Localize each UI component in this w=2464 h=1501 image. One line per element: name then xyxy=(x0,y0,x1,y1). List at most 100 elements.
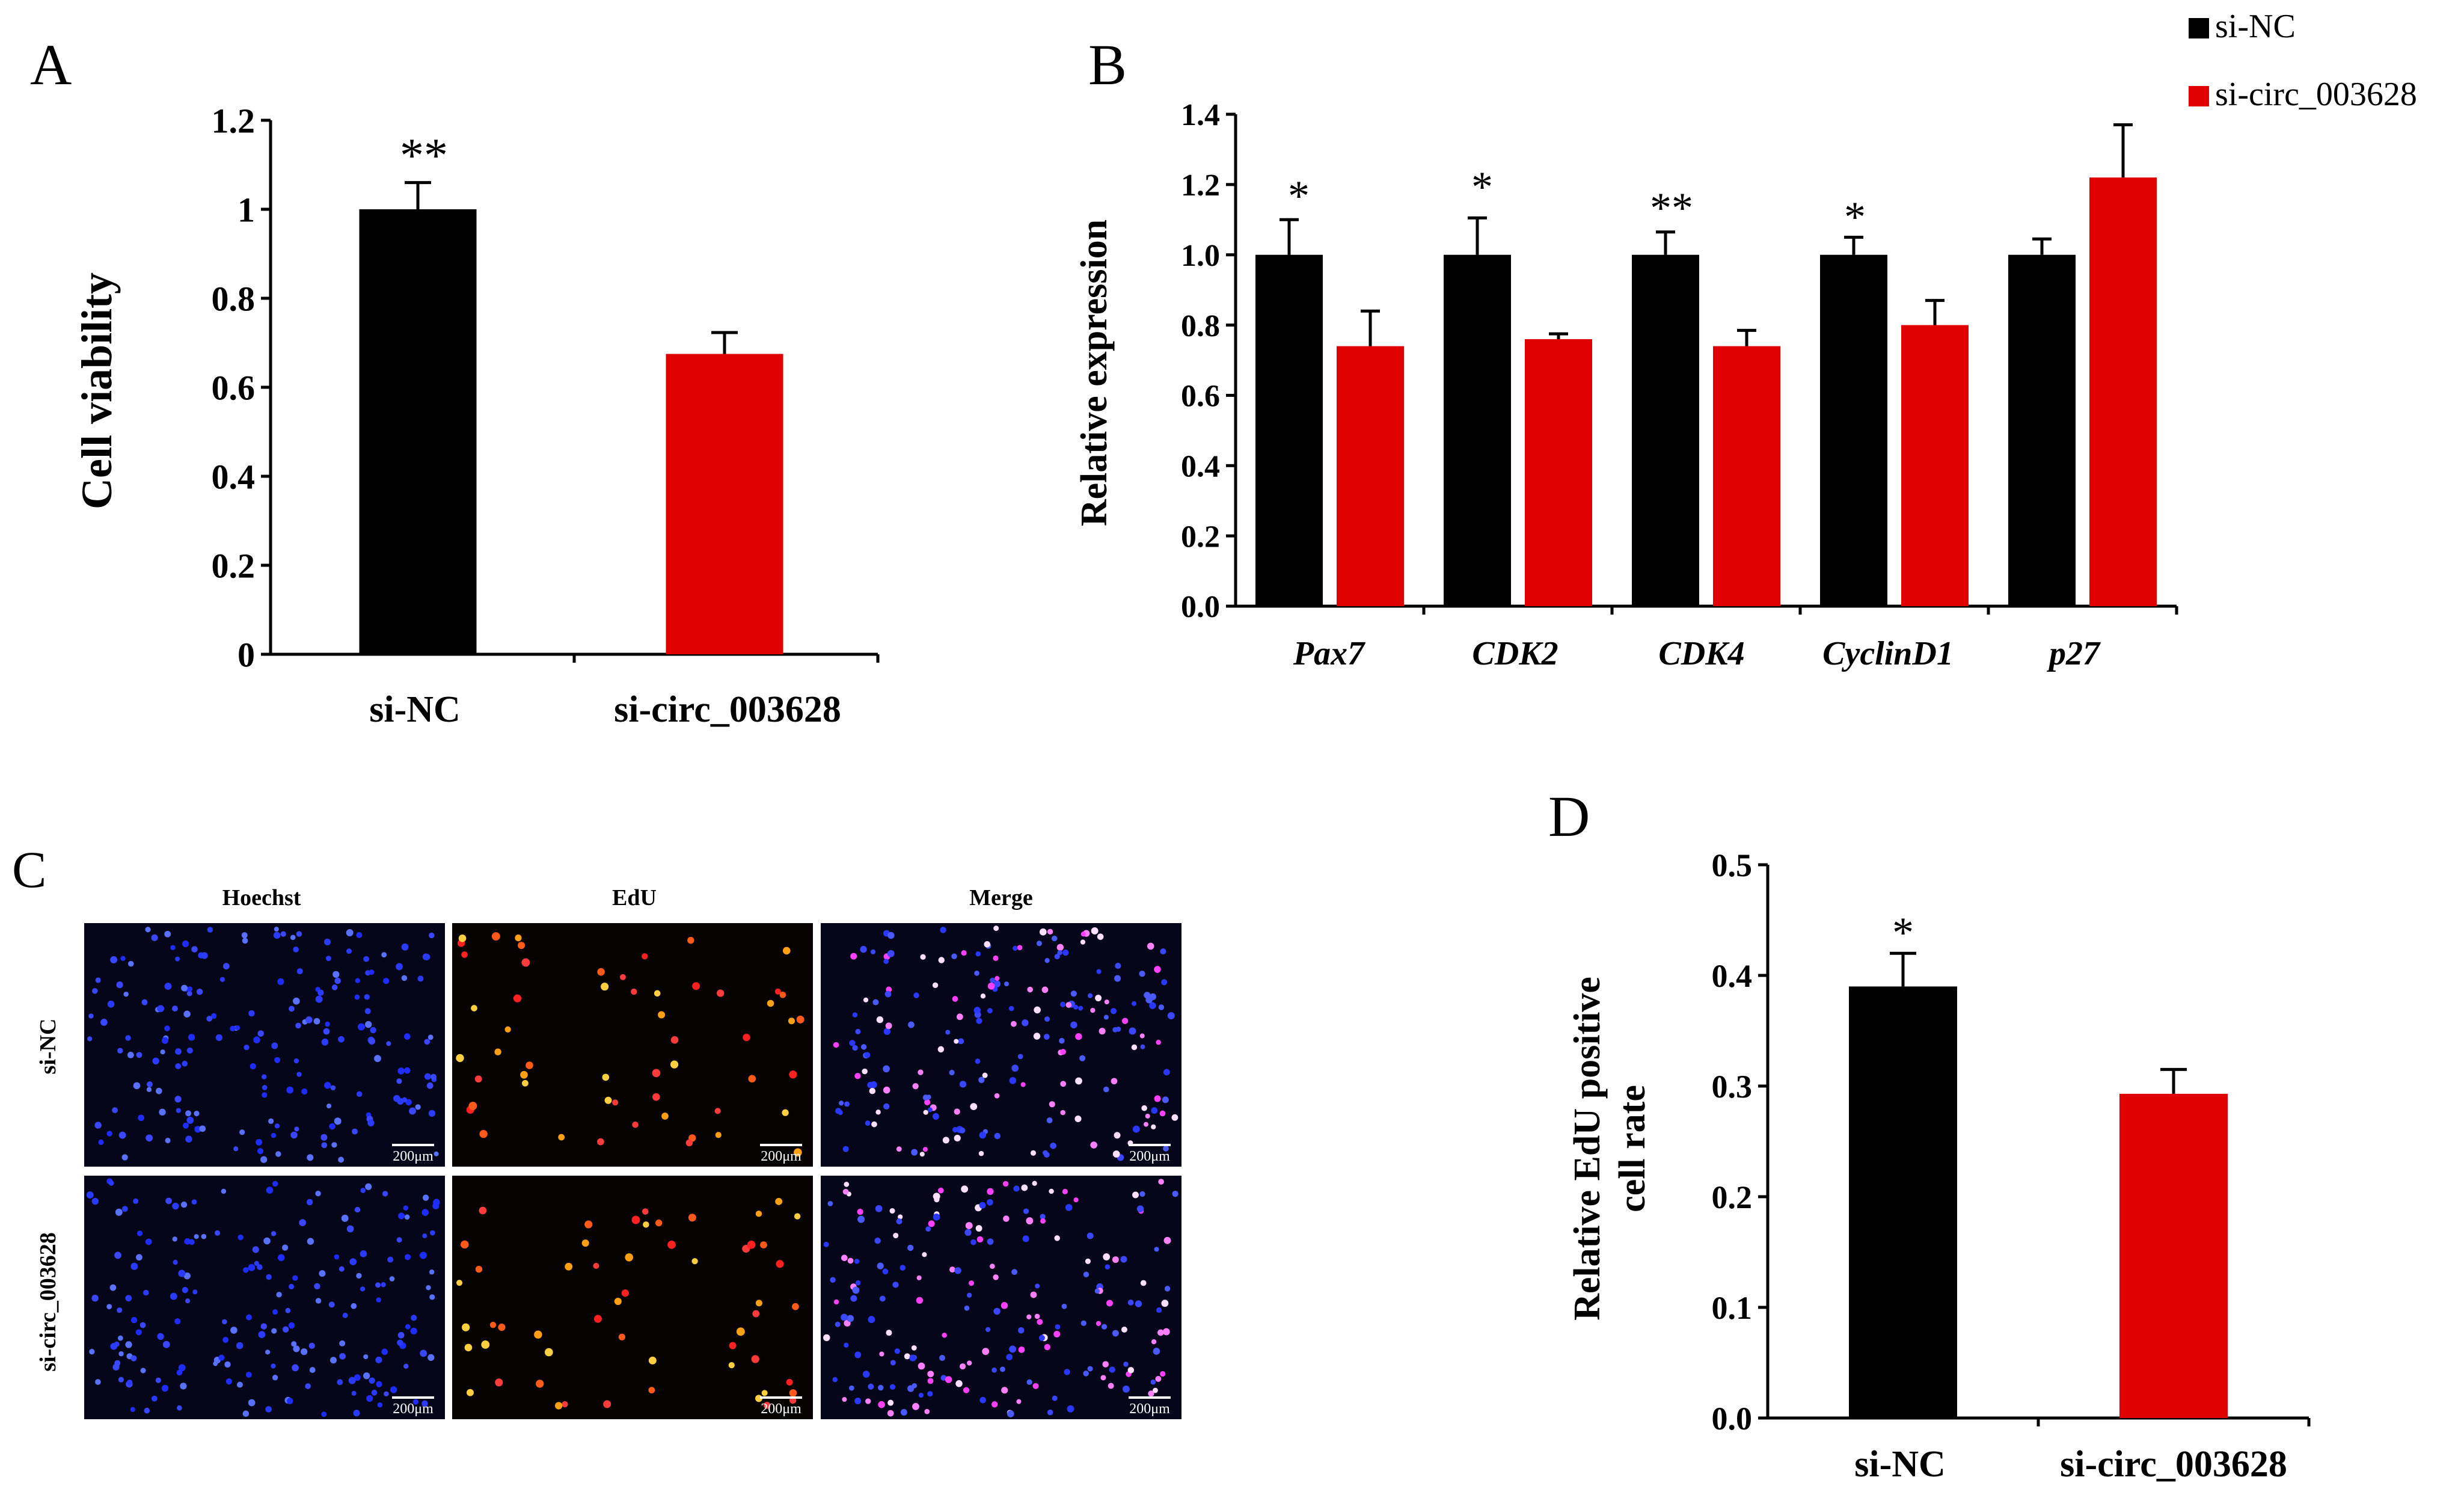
cell-nucleus xyxy=(991,1367,997,1373)
y-tick-label: 1.2 xyxy=(212,101,256,140)
cell-nucleus xyxy=(177,1405,182,1411)
cell-nucleus xyxy=(396,1237,402,1243)
cell-nucleus xyxy=(565,1262,573,1271)
cell-nucleus xyxy=(1033,1033,1041,1040)
cell-nucleus xyxy=(993,925,999,932)
cell-nucleus xyxy=(515,935,522,942)
cell-nucleus xyxy=(631,988,637,995)
cell-nucleus xyxy=(397,1067,405,1075)
cell-nucleus xyxy=(958,1038,964,1045)
cell-nucleus xyxy=(1026,1217,1034,1225)
cell-nucleus xyxy=(325,956,331,962)
y-tick-label: 0.8 xyxy=(212,279,256,318)
cell-nucleus xyxy=(1044,1016,1050,1022)
bar-cyclind1-circ xyxy=(1901,325,1969,606)
cell-nucleus xyxy=(1026,1314,1032,1319)
cell-nucleus xyxy=(670,1060,679,1069)
cell-nucleus xyxy=(360,1188,366,1193)
cell-nucleus xyxy=(146,1134,153,1142)
cell-nucleus xyxy=(878,1384,884,1391)
cell-nucleus xyxy=(133,1082,141,1090)
cell-nucleus xyxy=(236,1342,244,1349)
cell-nucleus xyxy=(296,931,302,937)
cell-nucleus xyxy=(428,1354,435,1361)
cell-nucleus xyxy=(292,1275,298,1281)
cell-nucleus xyxy=(178,1364,186,1372)
cell-nucleus xyxy=(1103,1253,1111,1260)
cell-nucleus xyxy=(159,1108,166,1116)
cell-nucleus xyxy=(1062,950,1069,956)
cell-nucleus xyxy=(188,1034,195,1041)
legend-label-sinc: si-NC xyxy=(2215,8,2296,45)
cell-nucleus xyxy=(982,1348,990,1355)
y-tick-label: 0.8 xyxy=(1181,309,1220,343)
panel-label-c: C xyxy=(12,841,46,898)
cell-nucleus xyxy=(130,1355,137,1361)
cell-nucleus xyxy=(491,932,500,941)
cell-nucleus xyxy=(331,1142,337,1148)
cell-nucleus xyxy=(256,1138,263,1146)
cell-nucleus xyxy=(1073,1197,1079,1203)
chart-b-xlabel-cdk4: CDK4 xyxy=(1658,635,1744,672)
cell-nucleus xyxy=(913,992,919,998)
chart-d-xlabel-sinc: si-NC xyxy=(1854,1444,1946,1485)
cell-nucleus xyxy=(370,1027,376,1034)
cell-nucleus xyxy=(315,1298,322,1304)
cell-nucleus xyxy=(970,1103,978,1111)
cell-nucleus xyxy=(121,1206,128,1212)
cell-nucleus xyxy=(994,975,1000,981)
cell-nucleus xyxy=(927,1371,934,1378)
cell-nucleus xyxy=(376,1297,381,1303)
cell-nucleus xyxy=(117,1307,123,1313)
cell-nucleus xyxy=(1109,1366,1115,1373)
cell-nucleus xyxy=(162,1340,170,1348)
cell-nucleus xyxy=(403,1205,408,1211)
cell-nucleus xyxy=(164,1025,170,1031)
cell-nucleus xyxy=(301,1088,308,1095)
cell-nucleus xyxy=(369,969,375,975)
cell-nucleus xyxy=(274,1123,280,1129)
cell-nucleus xyxy=(346,948,352,954)
cell-nucleus xyxy=(328,1301,335,1308)
cell-nucleus xyxy=(874,1238,881,1244)
cell-nucleus xyxy=(230,1025,236,1032)
cell-nucleus xyxy=(687,936,694,944)
cell-nucleus xyxy=(854,1259,860,1264)
cell-nucleus xyxy=(314,1283,320,1290)
cell-nucleus xyxy=(974,970,979,976)
cell-nucleus xyxy=(271,1042,278,1049)
cell-nucleus xyxy=(121,1154,128,1161)
bar-cdk4-sinc xyxy=(1632,254,1699,606)
cell-nucleus xyxy=(165,1197,172,1205)
cell-nucleus xyxy=(461,951,468,958)
cell-nucleus xyxy=(850,953,857,960)
micrograph-merge-circ: 200μm xyxy=(821,1176,1181,1419)
cell-nucleus xyxy=(1149,1002,1156,1009)
scale-bar-label: 200μm xyxy=(393,1401,434,1417)
cell-nucleus xyxy=(987,1008,993,1014)
cell-nucleus xyxy=(429,1230,435,1236)
cell-nucleus xyxy=(1009,1345,1017,1353)
cell-nucleus xyxy=(252,1246,259,1253)
cell-nucleus xyxy=(285,1307,291,1313)
cell-nucleus xyxy=(411,1315,417,1321)
cell-nucleus xyxy=(305,1016,313,1024)
cell-nucleus xyxy=(1021,1184,1028,1191)
cell-nucleus xyxy=(329,1357,337,1364)
cell-nucleus xyxy=(1135,1300,1142,1307)
micrograph-panel: Hoechst EdU Merge si-NC si-circ_003628 2… xyxy=(35,885,1181,1419)
cell-nucleus xyxy=(257,1264,263,1270)
cell-nucleus xyxy=(178,1269,186,1277)
cell-nucleus xyxy=(357,1023,365,1031)
cell-nucleus xyxy=(857,1215,865,1223)
y-tick-label: 0.4 xyxy=(212,457,256,496)
cell-nucleus xyxy=(854,1351,862,1358)
cell-nucleus xyxy=(430,1073,437,1080)
cell-nucleus xyxy=(246,1314,252,1321)
cell-nucleus xyxy=(504,1026,511,1033)
cell-nucleus xyxy=(964,1305,970,1311)
cell-nucleus xyxy=(1132,1191,1139,1199)
cell-nucleus xyxy=(1035,1283,1040,1289)
cell-nucleus xyxy=(165,1137,171,1144)
cell-nucleus xyxy=(794,1148,802,1157)
